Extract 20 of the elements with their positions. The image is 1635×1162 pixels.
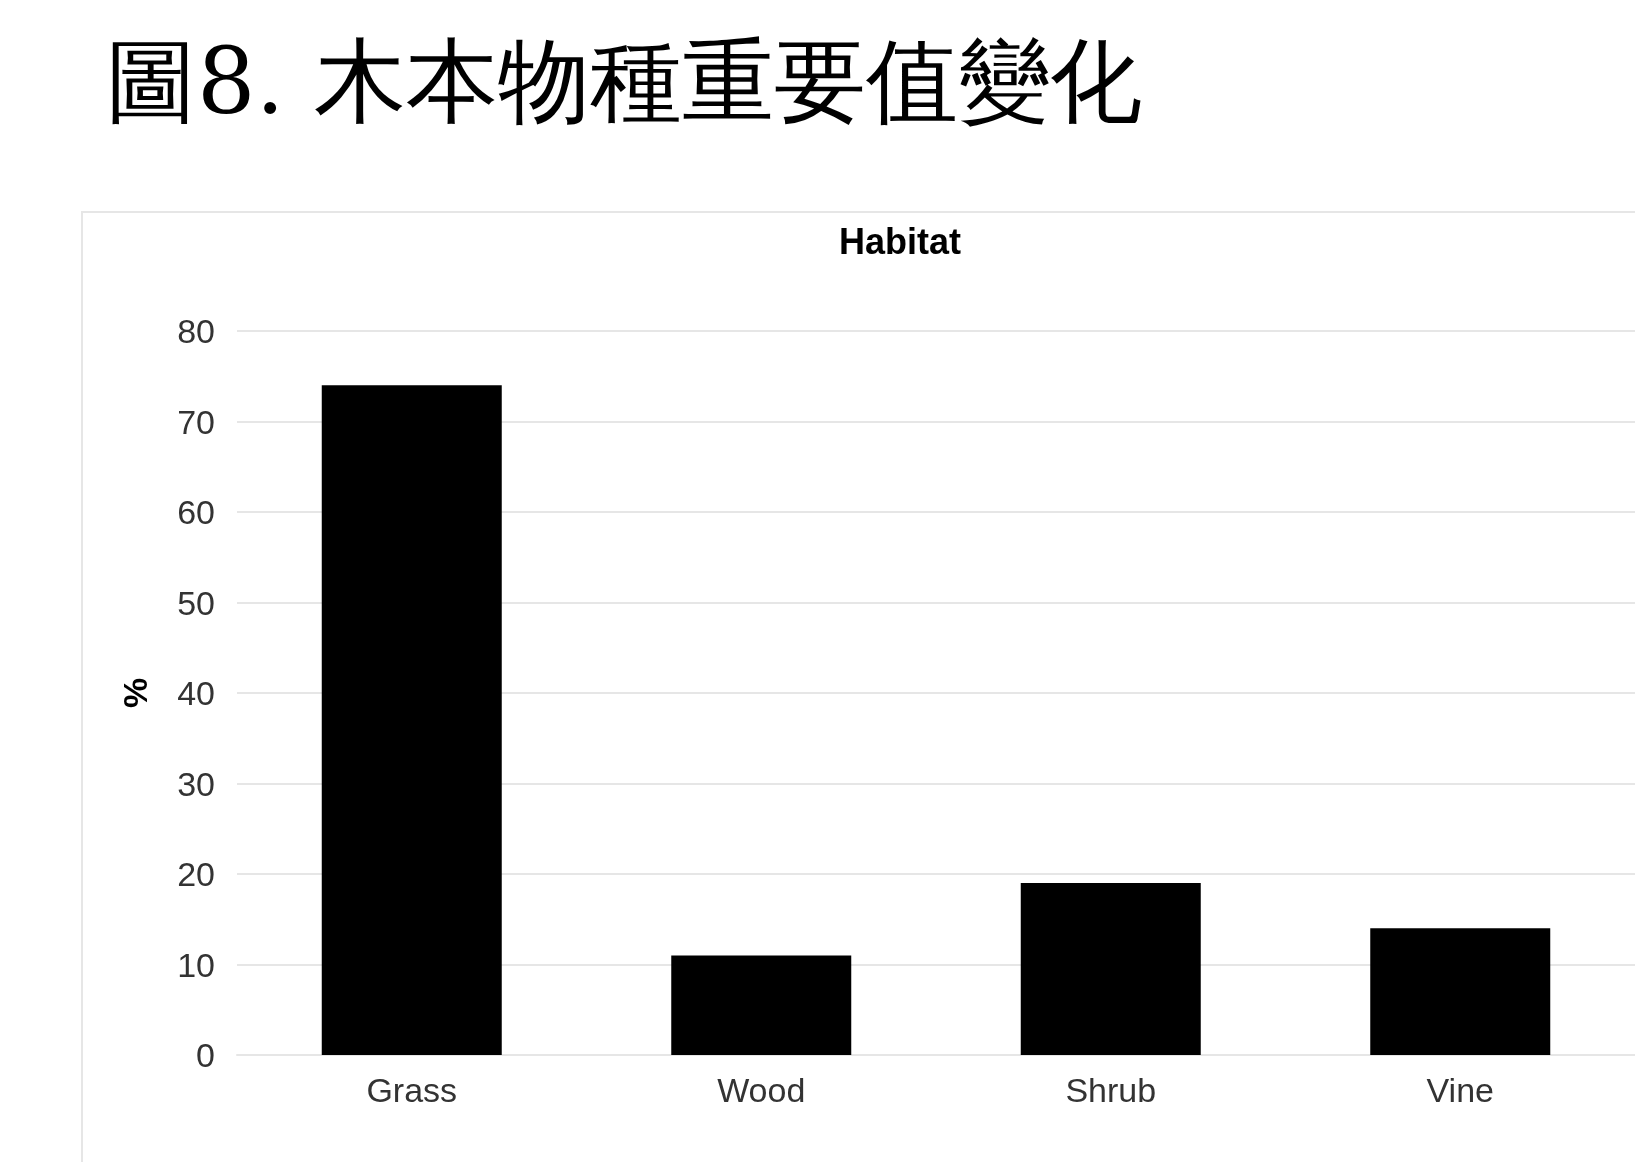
chart-subtitle: Habitat: [838, 220, 962, 262]
y-tick-label: 60: [177, 493, 215, 531]
y-tick-label: 20: [177, 855, 215, 893]
x-tick-label: Grass: [366, 1071, 458, 1109]
bar: [321, 385, 502, 1055]
chart-title: 圖8. 木本物種重要值變化: [105, 27, 1143, 135]
y-tick-label: 50: [177, 583, 215, 622]
y-tick-label: 0: [196, 1036, 215, 1074]
x-tick-label: Wood: [717, 1071, 806, 1109]
bar: [1370, 928, 1551, 1055]
y-tick-label: 80: [177, 312, 215, 350]
x-tick-label: Shrub: [1065, 1071, 1157, 1109]
y-tick-label: 70: [177, 402, 215, 441]
x-tick-label: Vine: [1426, 1071, 1494, 1109]
y-tick-label: 10: [177, 945, 215, 984]
y-axis-title: %: [116, 677, 154, 709]
bar: [671, 955, 852, 1055]
bar: [1020, 883, 1201, 1055]
y-tick-label: 40: [177, 674, 215, 712]
y-tick-label: 30: [177, 764, 215, 803]
